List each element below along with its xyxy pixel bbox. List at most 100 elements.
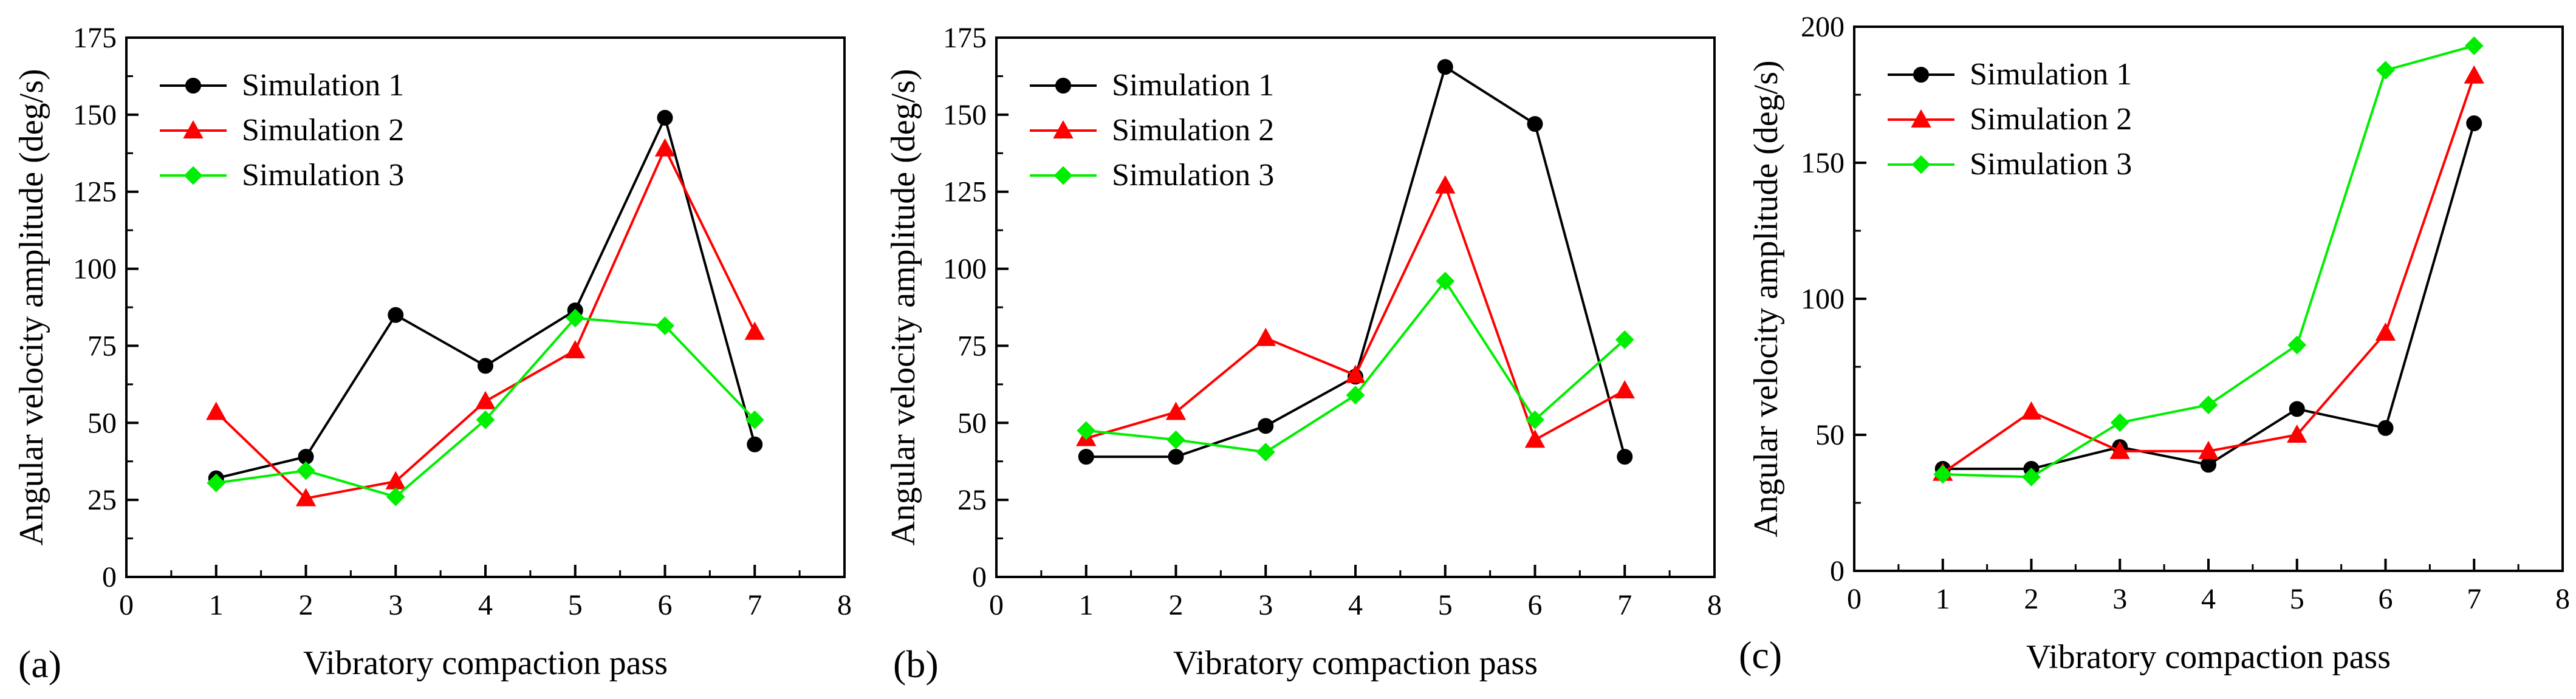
y-tick-label: 100 (73, 253, 117, 285)
legend-entry: Simulation 1 (242, 68, 404, 103)
y-tick-label: 175 (73, 22, 117, 54)
y-tick-label: 50 (1815, 419, 1845, 451)
legend-entry: Simulation 2 (1970, 102, 2132, 137)
data-point (2022, 468, 2041, 486)
data-point (2287, 424, 2307, 443)
x-tick-label: 3 (388, 589, 403, 621)
x-tick-label: 0 (989, 589, 1004, 621)
data-point (657, 109, 673, 126)
y-tick-label: 150 (943, 99, 987, 131)
panel-3: 0 50 100 150 200 0 1 2 3 4 5 6 7 8 Vibratory compactio… (1739, 11, 2570, 677)
x-tick-label: 5 (568, 589, 583, 621)
data-point (1527, 116, 1543, 132)
x-tick-label: 8 (1707, 589, 1722, 621)
x-tick-label: 2 (1169, 589, 1184, 621)
legend-marker (1053, 166, 1073, 185)
legend-marker (1055, 78, 1071, 94)
legend-marker (185, 78, 201, 94)
data-point (386, 487, 405, 506)
y-tick-label: 200 (1801, 11, 1845, 43)
series-3 (1933, 36, 2484, 486)
y-axis-title: Angular velocity amplitude (deg/s) (885, 69, 922, 545)
legend: Simulation 1 Simulation 2 Simulation 3 (160, 68, 404, 193)
legend-entry: Simulation 1 (1112, 68, 1274, 103)
y-tick-label: 175 (943, 22, 987, 54)
data-point (1077, 421, 1096, 440)
data-point (566, 309, 585, 328)
data-point (1345, 364, 1366, 383)
plot-frame (125, 36, 846, 578)
data-point (2110, 413, 2129, 432)
data-point (206, 401, 227, 420)
data-point (388, 307, 404, 323)
x-tick-label: 3 (2112, 583, 2127, 615)
series-2 (206, 138, 765, 506)
data-point (1524, 429, 1546, 448)
data-point (207, 473, 226, 493)
legend-entry: Simulation 3 (242, 158, 404, 193)
data-point (1078, 449, 1094, 465)
data-point (2021, 401, 2042, 420)
data-point (654, 138, 676, 157)
x-tick-label: 8 (2555, 583, 2570, 615)
data-point (565, 339, 586, 359)
y-axis-title: Angular velocity amplitude (deg/s) (13, 69, 50, 545)
x-tick-label: 6 (1528, 589, 1543, 621)
data-point (1436, 271, 1455, 291)
series-line (215, 145, 756, 500)
y-tick-label: 100 (1801, 283, 1845, 315)
y-tick-label: 125 (73, 176, 117, 208)
data-point (2198, 440, 2219, 459)
data-point (1165, 401, 1187, 420)
y-tick-label: 100 (943, 253, 987, 285)
x-tick-label: 5 (2290, 583, 2304, 615)
data-point (1526, 410, 1544, 429)
x-tick-label: 5 (1438, 589, 1453, 621)
data-point (2464, 36, 2484, 55)
series-3 (207, 309, 764, 506)
data-point (1166, 430, 1185, 449)
panel-label: (a) (18, 643, 61, 686)
y-tick-label: 0 (1830, 555, 1845, 587)
legend-entry: Simulation 3 (1970, 147, 2132, 182)
data-point (1256, 443, 1275, 462)
data-point (478, 358, 493, 374)
data-point (2287, 335, 2307, 355)
x-tick-label: 1 (209, 589, 224, 621)
data-point (475, 390, 496, 409)
x-tick-label: 4 (478, 589, 493, 621)
x-tick-label: 8 (837, 589, 852, 621)
y-axis-title: Angular velocity amplitude (deg/s) (1747, 60, 1785, 537)
legend: Simulation 1 Simulation 2 Simulation 3 (1888, 57, 2132, 182)
data-point (2375, 322, 2396, 341)
legend-entry: Simulation 1 (1970, 57, 2132, 92)
y-tick-label: 25 (87, 484, 117, 516)
legend-marker (183, 166, 203, 185)
y-tick-label: 25 (957, 484, 987, 516)
data-point (1933, 465, 1953, 484)
x-tick-label: 6 (658, 589, 673, 621)
x-tick-label: 3 (1258, 589, 1273, 621)
legend-marker (1913, 67, 1929, 83)
plot-frame (995, 36, 1716, 578)
data-point (1435, 175, 1456, 194)
x-axis-title: Vibratory compaction pass (1173, 644, 1538, 682)
data-point (2466, 115, 2482, 132)
x-axis-title: Vibratory compaction pass (303, 644, 668, 682)
x-tick-label: 1 (1079, 589, 1094, 621)
x-tick-label: 4 (2201, 583, 2216, 615)
data-point (2289, 401, 2305, 417)
x-tick-label: 7 (2467, 583, 2481, 615)
panel-1: 0 25 50 75 100 125 150 175 0 1 2 3 4 5 6 7 8 Vibratory co… (13, 22, 852, 686)
legend-marker (1053, 120, 1074, 138)
data-point (2377, 420, 2394, 436)
x-tick-label: 0 (1847, 583, 1862, 615)
data-point (1168, 449, 1184, 465)
data-point (745, 410, 764, 429)
panel-label: (b) (893, 643, 939, 686)
y-tick-label: 75 (87, 330, 117, 362)
series-2 (1076, 175, 1635, 448)
plot-frame (1853, 26, 2564, 572)
legend-entry: Simulation 2 (242, 113, 404, 148)
